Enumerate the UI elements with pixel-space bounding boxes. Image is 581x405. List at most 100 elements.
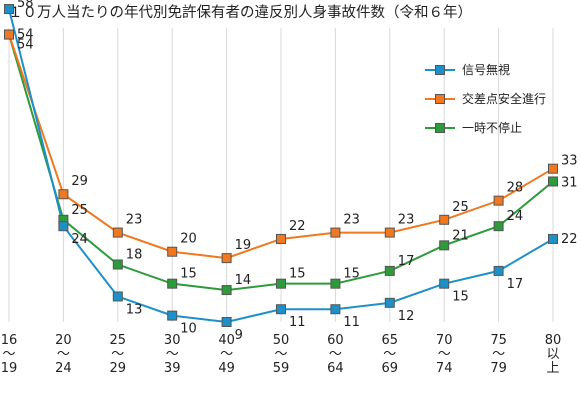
data-label: 17 xyxy=(398,254,415,269)
x-tick-label: 65～69 xyxy=(382,333,399,376)
x-tick-label: 30～39 xyxy=(164,333,181,376)
data-label: 11 xyxy=(289,315,306,330)
data-label: 18 xyxy=(126,248,143,263)
x-tick-label-line: 79 xyxy=(490,361,507,376)
data-point-marker xyxy=(58,221,69,232)
data-point-marker xyxy=(58,189,69,200)
data-point-marker xyxy=(221,285,232,296)
data-label: 13 xyxy=(126,302,143,317)
x-tick-label-line: 上 xyxy=(546,361,559,376)
data-point-marker xyxy=(221,253,232,264)
data-point-marker xyxy=(439,214,450,225)
x-tick-label: 50～59 xyxy=(273,333,290,376)
data-label: 17 xyxy=(507,277,524,292)
x-tick-label-line: 30 xyxy=(164,333,181,348)
data-point-marker xyxy=(4,29,14,40)
x-tick-label-line: 以 xyxy=(546,347,559,362)
data-label: 33 xyxy=(561,154,578,169)
data-label: 23 xyxy=(126,213,143,228)
legend-swatch-marker xyxy=(435,123,445,133)
x-tick-label-line: 29 xyxy=(110,361,127,376)
data-label: 20 xyxy=(180,232,197,247)
data-label: 15 xyxy=(180,267,197,282)
legend-label: 交差点安全進行 xyxy=(462,91,546,106)
data-label: 28 xyxy=(507,181,524,196)
data-label: 23 xyxy=(343,213,360,228)
legend-label: 一時不停止 xyxy=(462,120,522,135)
data-point-marker xyxy=(548,233,558,244)
data-label: 9 xyxy=(235,328,243,343)
data-point-marker xyxy=(167,310,178,321)
data-point-marker xyxy=(493,265,504,276)
data-label: 11 xyxy=(343,315,360,330)
data-point-marker xyxy=(384,227,395,238)
x-tick-label: 60～64 xyxy=(327,333,344,376)
x-tick-label-line: ～ xyxy=(111,347,124,362)
data-label: 15 xyxy=(343,267,360,282)
data-point-marker xyxy=(493,195,504,206)
x-tick-label-line: 60 xyxy=(327,333,344,348)
data-label: 21 xyxy=(452,228,469,243)
data-point-marker xyxy=(548,163,558,174)
x-tick-label-line: ～ xyxy=(2,347,15,362)
x-tick-label-line: ～ xyxy=(492,347,505,362)
data-label: 15 xyxy=(452,290,469,305)
data-label: 10 xyxy=(180,322,197,337)
x-tick-label-line: 70 xyxy=(436,333,453,348)
chart-title: １０万人当たりの年代別免許保有者の違反別人身事故件数（令和６年） xyxy=(8,4,472,21)
data-label: 22 xyxy=(289,219,306,234)
data-point-marker xyxy=(384,265,395,276)
data-label: 23 xyxy=(398,213,415,228)
data-point-marker xyxy=(112,291,123,302)
data-label: 58 xyxy=(17,0,34,11)
data-point-marker xyxy=(221,317,232,327)
data-point-marker xyxy=(548,176,558,187)
data-point-marker xyxy=(330,227,341,238)
x-tick-label-line: 59 xyxy=(273,361,290,376)
x-tick-label-line: 69 xyxy=(382,361,399,376)
x-tick-label-line: ～ xyxy=(438,347,451,362)
data-label: 31 xyxy=(561,175,578,190)
x-tick-label-line: ～ xyxy=(383,347,396,362)
data-point-marker xyxy=(493,221,504,232)
data-point-marker xyxy=(276,278,286,289)
x-tick-label-line: 16 xyxy=(1,333,18,348)
x-tick-label-line: 64 xyxy=(327,361,344,376)
data-point-marker xyxy=(112,259,123,270)
legend-label: 信号無視 xyxy=(462,62,510,77)
data-point-marker xyxy=(167,246,178,257)
data-label: 54 xyxy=(17,28,34,43)
x-tick-label-line: 19 xyxy=(1,361,18,376)
x-tick-label: 40～49 xyxy=(218,333,235,376)
x-tick-label: 16～19 xyxy=(1,333,18,376)
data-label: 19 xyxy=(235,238,252,253)
data-point-marker xyxy=(276,304,286,315)
x-tick-label: 70～74 xyxy=(436,333,453,376)
data-label: 25 xyxy=(71,203,88,218)
data-label: 14 xyxy=(235,273,252,288)
data-label: 15 xyxy=(289,267,306,282)
x-tick-label: 20～24 xyxy=(55,333,72,376)
x-tick-label-line: 20 xyxy=(55,333,72,348)
x-tick-label-line: ～ xyxy=(166,347,179,362)
x-tick-label-line: 40 xyxy=(218,333,235,348)
data-label: 22 xyxy=(561,232,578,247)
x-tick-label-line: 49 xyxy=(218,361,235,376)
data-point-marker xyxy=(112,227,123,238)
data-point-marker xyxy=(384,297,395,308)
x-tick-label: 25～29 xyxy=(110,333,127,376)
legend-swatch-marker xyxy=(435,65,445,75)
data-point-marker xyxy=(439,278,450,289)
x-tick-label-line: 74 xyxy=(436,361,453,376)
x-tick-label-line: ～ xyxy=(57,347,70,362)
data-label: 24 xyxy=(71,232,88,247)
data-point-marker xyxy=(330,278,341,289)
x-tick-label-line: 39 xyxy=(164,361,181,376)
data-point-marker xyxy=(4,4,14,14)
data-label: 24 xyxy=(507,209,524,224)
x-tick-label-line: ～ xyxy=(220,347,233,362)
data-label: 25 xyxy=(452,200,469,215)
